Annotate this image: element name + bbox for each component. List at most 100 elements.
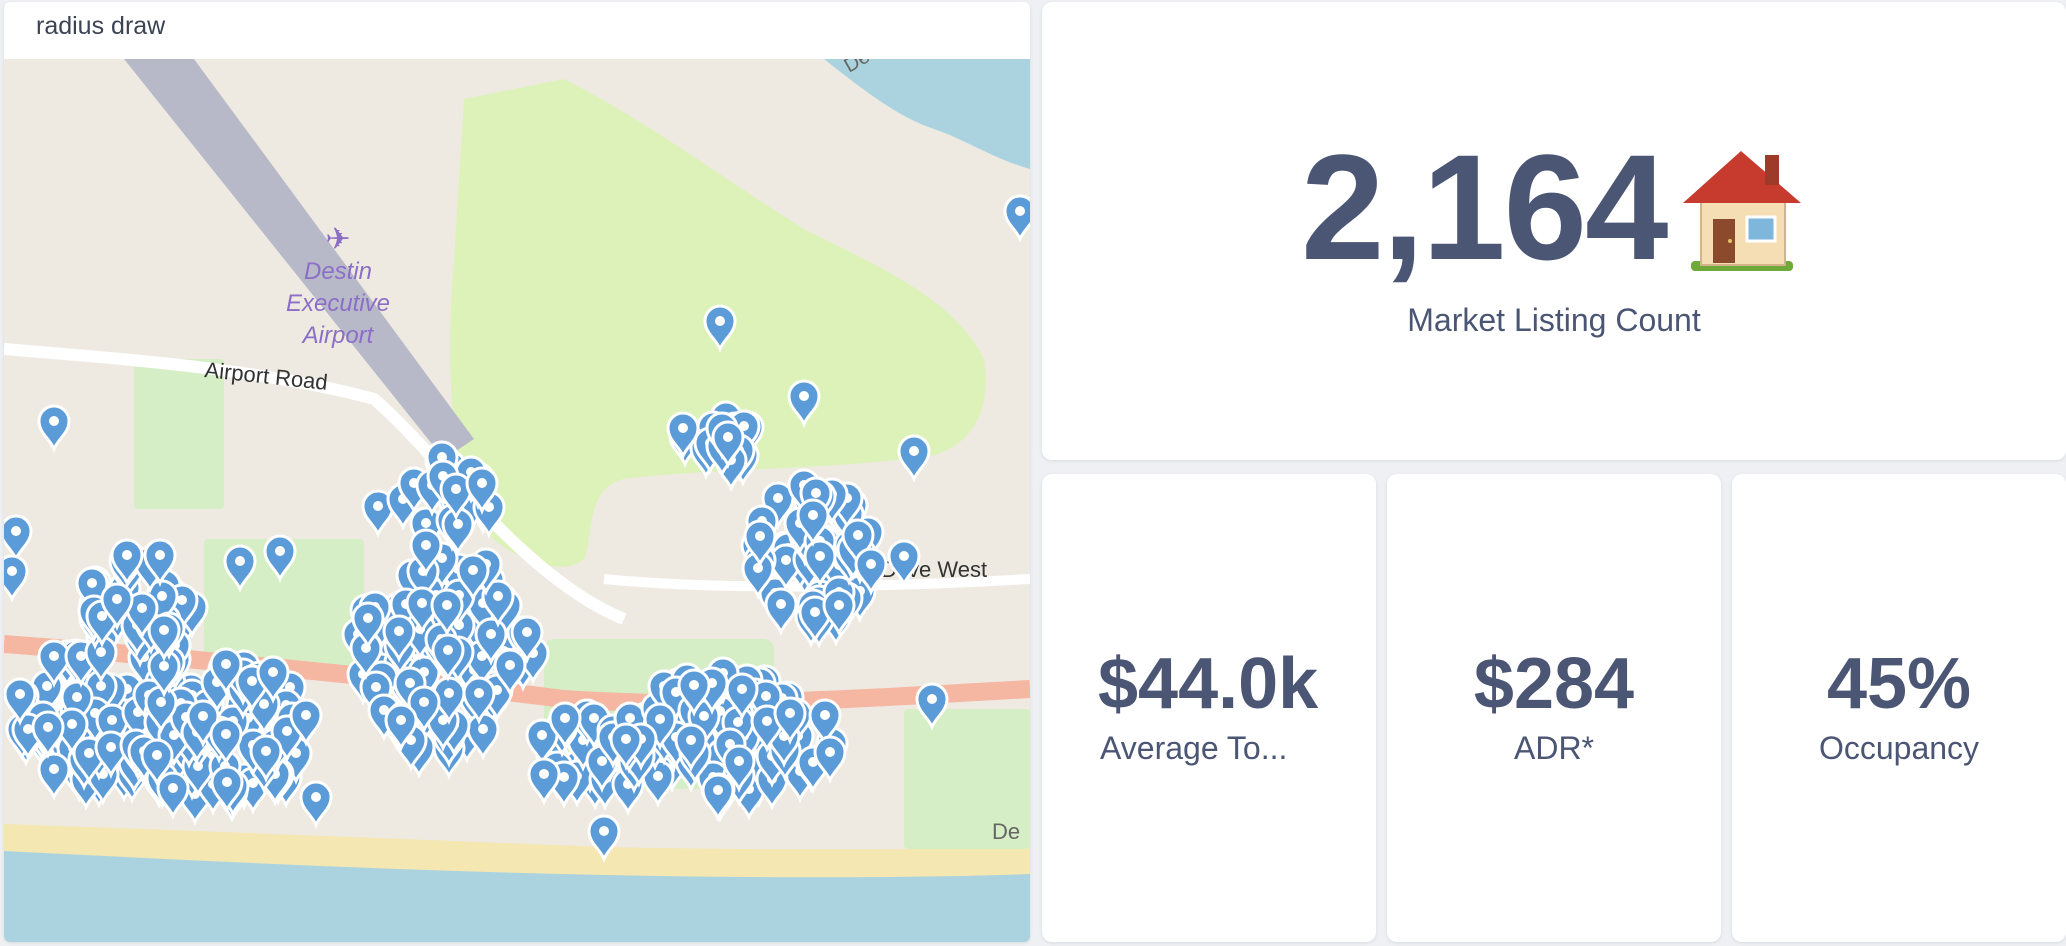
map-markers[interactable] bbox=[4, 194, 1030, 864]
listing-marker[interactable] bbox=[384, 703, 418, 753]
listing-marker[interactable] bbox=[456, 553, 490, 603]
listing-marker[interactable] bbox=[527, 757, 561, 807]
listing-marker[interactable] bbox=[430, 588, 464, 638]
listing-marker[interactable] bbox=[100, 582, 134, 632]
listing-marker[interactable] bbox=[382, 614, 416, 664]
map-water-ocean bbox=[4, 849, 1030, 942]
listing-marker[interactable] bbox=[223, 544, 257, 594]
listing-marker[interactable] bbox=[256, 655, 290, 705]
listing-marker[interactable] bbox=[701, 773, 735, 823]
listing-marker[interactable] bbox=[156, 771, 190, 821]
listing-marker[interactable] bbox=[351, 601, 385, 651]
listing-marker[interactable] bbox=[548, 701, 582, 751]
listing-marker[interactable] bbox=[462, 676, 496, 726]
kpi-card-average: $44.0k Average To... bbox=[1042, 474, 1376, 942]
house-icon bbox=[1682, 151, 1801, 271]
listing-marker[interactable] bbox=[887, 539, 921, 589]
map-label-airport-2: Executive bbox=[286, 290, 390, 317]
occupancy-label: Occupancy bbox=[1818, 730, 1980, 766]
listing-marker[interactable] bbox=[822, 588, 856, 638]
map-beach bbox=[4, 824, 1030, 878]
listing-count-value: 2,164 bbox=[1301, 123, 1668, 291]
listing-marker[interactable] bbox=[37, 404, 71, 454]
listing-marker[interactable] bbox=[125, 591, 159, 641]
listing-marker[interactable] bbox=[431, 633, 465, 683]
average-label: Average To... bbox=[1100, 730, 1288, 766]
listing-marker[interactable] bbox=[263, 534, 297, 584]
map-card: radius draw ✈ Destin bbox=[4, 2, 1030, 942]
listing-marker[interactable] bbox=[510, 615, 544, 665]
listing-marker[interactable] bbox=[796, 498, 830, 548]
listing-marker[interactable] bbox=[703, 304, 737, 354]
listing-marker[interactable] bbox=[37, 752, 71, 802]
listing-marker[interactable] bbox=[854, 547, 888, 597]
listing-marker[interactable] bbox=[439, 472, 473, 522]
adr-label: ADR* bbox=[1513, 730, 1594, 766]
listing-marker[interactable] bbox=[587, 814, 621, 864]
listing-marker[interactable] bbox=[493, 648, 527, 698]
listing-marker[interactable] bbox=[666, 411, 700, 461]
kpi-card-listing-count: 2,164 Market Listing Count bbox=[1042, 2, 2066, 460]
listing-marker[interactable] bbox=[787, 379, 821, 429]
airport-plane-icon: ✈ bbox=[325, 223, 350, 256]
listing-marker[interactable] bbox=[465, 466, 499, 516]
map-airport-road bbox=[4, 343, 627, 625]
listing-marker[interactable] bbox=[474, 617, 508, 667]
listing-marker[interactable] bbox=[60, 680, 94, 730]
listing-marker[interactable] bbox=[743, 519, 777, 569]
kpi-card-adr: $284 ADR* bbox=[1387, 474, 1721, 942]
occupancy-value: 45% bbox=[1826, 644, 1972, 724]
map-runway bbox=[124, 59, 474, 459]
listing-marker[interactable] bbox=[289, 698, 323, 748]
listing-marker[interactable] bbox=[37, 639, 71, 689]
listing-marker[interactable] bbox=[841, 518, 875, 568]
listing-marker[interactable] bbox=[209, 717, 243, 767]
listing-marker[interactable] bbox=[722, 744, 756, 794]
listing-marker[interactable] bbox=[210, 765, 244, 815]
listing-marker[interactable] bbox=[4, 554, 29, 604]
map-park bbox=[134, 359, 224, 509]
map-view[interactable]: ✈ Destin Executive Airport Airport Road … bbox=[4, 59, 1030, 942]
map-label-edge: De bbox=[992, 819, 1020, 844]
listing-marker[interactable] bbox=[249, 734, 283, 784]
listing-marker[interactable] bbox=[31, 710, 65, 760]
listing-marker[interactable] bbox=[798, 595, 832, 645]
listing-marker[interactable] bbox=[711, 420, 745, 470]
listing-marker[interactable] bbox=[813, 735, 847, 785]
listing-marker[interactable] bbox=[4, 514, 33, 564]
listing-count-label: Market Listing Count bbox=[1407, 302, 1701, 338]
listing-marker[interactable] bbox=[143, 538, 177, 588]
listing-marker[interactable] bbox=[95, 703, 129, 753]
listing-marker[interactable] bbox=[94, 730, 128, 780]
map-park bbox=[904, 709, 1030, 849]
listing-count-row: 2,164 bbox=[1042, 132, 2066, 282]
listing-marker[interactable] bbox=[466, 712, 500, 762]
listing-marker[interactable] bbox=[4, 677, 37, 727]
map-label-airport-1: Destin bbox=[304, 258, 372, 285]
average-value: $44.0k bbox=[1098, 644, 1319, 724]
listing-marker[interactable] bbox=[773, 696, 807, 746]
listing-marker[interactable] bbox=[674, 723, 708, 773]
listing-marker[interactable] bbox=[140, 738, 174, 788]
listing-marker[interactable] bbox=[915, 682, 949, 732]
listing-marker[interactable] bbox=[677, 668, 711, 718]
listing-marker[interactable] bbox=[725, 672, 759, 722]
listing-marker[interactable] bbox=[764, 587, 798, 637]
adr-value: $284 bbox=[1473, 644, 1635, 724]
map-water-bay bbox=[824, 59, 1030, 169]
map-title: radius draw bbox=[36, 12, 166, 40]
listing-marker[interactable] bbox=[110, 538, 144, 588]
listing-marker[interactable] bbox=[808, 698, 842, 748]
listing-marker[interactable] bbox=[147, 613, 181, 663]
listing-marker[interactable] bbox=[525, 718, 559, 768]
listing-marker[interactable] bbox=[897, 434, 931, 484]
listing-marker[interactable] bbox=[361, 489, 395, 539]
listing-marker[interactable] bbox=[803, 539, 837, 589]
listing-marker[interactable] bbox=[1003, 194, 1030, 244]
map-label-airport-3: Airport bbox=[301, 322, 375, 349]
kpi-card-occupancy: 45% Occupancy bbox=[1732, 474, 2066, 942]
listing-marker[interactable] bbox=[299, 780, 333, 830]
listing-marker[interactable] bbox=[609, 722, 643, 772]
listing-marker[interactable] bbox=[409, 528, 443, 578]
listing-marker[interactable] bbox=[481, 579, 515, 629]
